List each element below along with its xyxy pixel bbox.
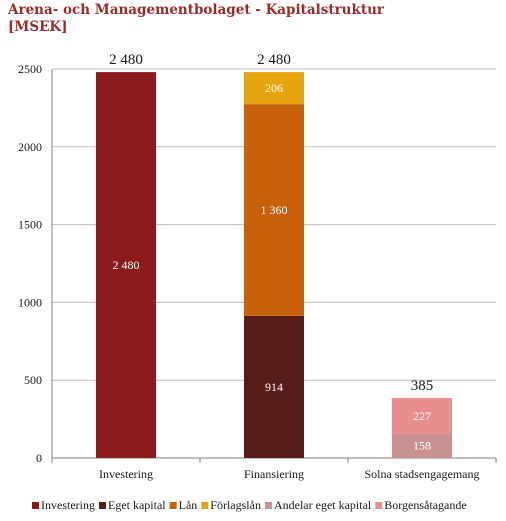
data-label: 206 — [265, 81, 283, 95]
chart-title: Arena- och Managementbolaget - Kapitalst… — [8, 2, 385, 18]
x-tick-label: Finansiering — [244, 467, 304, 481]
bar-segment — [392, 433, 452, 458]
bar-segment — [392, 398, 452, 434]
legend-label: Investering — [41, 498, 95, 512]
legend-label: Borgensåtagande — [384, 498, 466, 512]
y-tick-label: 2500 — [18, 62, 42, 76]
bar-segment — [96, 72, 156, 458]
data-label: 914 — [265, 380, 283, 394]
total-label: 2 480 — [109, 52, 143, 68]
bar-segment — [244, 104, 304, 316]
legend-swatch — [98, 502, 106, 509]
y-tick-label: 2000 — [18, 140, 42, 154]
chart-title-block: Arena- och Managementbolaget - Kapitalst… — [8, 2, 384, 36]
x-tick-label: Solna stadsengagemang — [365, 467, 480, 481]
bar-segment — [244, 72, 304, 105]
chart-subtitle: [MSEK] — [8, 19, 68, 35]
data-label: 1 360 — [261, 203, 288, 217]
legend-swatch — [169, 502, 177, 509]
legend-swatch — [264, 502, 272, 509]
y-tick-label: 0 — [36, 451, 42, 465]
legend-label: Andelar eget kapital — [274, 498, 372, 512]
legend-label: Förlagslån — [210, 498, 261, 512]
total-label: 2 480 — [257, 52, 291, 68]
data-label: 227 — [413, 409, 431, 423]
legend-swatch — [32, 502, 39, 509]
legend-swatch — [201, 502, 209, 509]
x-tick-label: Investering — [99, 467, 153, 481]
bar-segment — [244, 315, 304, 458]
data-label: 158 — [413, 439, 431, 453]
legend-swatch — [375, 502, 383, 509]
y-tick-label: 1500 — [18, 218, 42, 232]
legend-label: Lån — [179, 498, 198, 512]
total-label: 385 — [411, 378, 434, 394]
legend-label: Eget kapital — [108, 498, 166, 512]
data-label: 2 480 — [113, 258, 140, 272]
y-tick-label: 1000 — [18, 295, 42, 309]
y-tick-label: 500 — [24, 373, 42, 387]
